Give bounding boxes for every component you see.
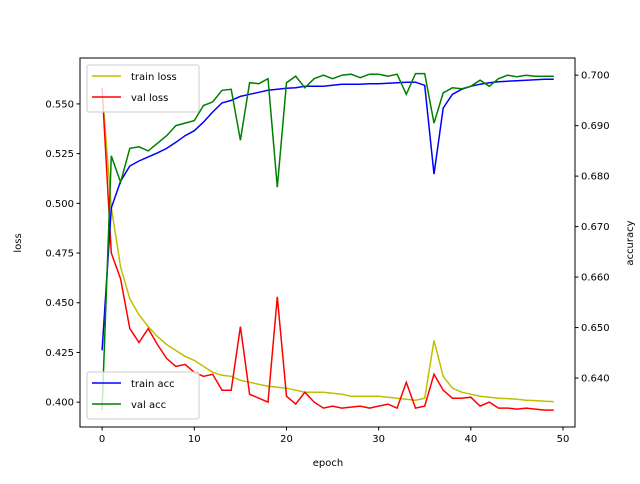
series-lines (101, 72, 554, 411)
series-line-train-loss (101, 89, 554, 403)
y-axis-label: loss (13, 233, 24, 252)
y2-tick-label: 0.650 (581, 323, 610, 334)
y2-axis-ticks: 0.640 0.650 0.660 0.670 0.680 0.690 0.700 (575, 71, 610, 385)
y2-tick-label: 0.640 (581, 374, 610, 385)
plot-frame (79, 57, 576, 428)
y2-tick-label: 0.680 (581, 172, 610, 183)
y2-tick-label: 0.700 (581, 71, 610, 82)
series-line-val-loss (101, 87, 554, 411)
y-tick-label: 0.425 (45, 348, 74, 359)
x-tick-label: 0 (99, 434, 105, 445)
legend-loss: train loss val loss (86, 64, 200, 113)
y-tick-label: 0.500 (45, 199, 74, 210)
y-tick-label: 0.400 (45, 398, 74, 409)
y-tick-label: 0.475 (45, 249, 74, 260)
y-axis-ticks: 0.400 0.425 0.450 0.475 0.500 0.525 0.550 (45, 99, 80, 409)
legend-label: val loss (131, 93, 168, 104)
y-tick-label: 0.525 (45, 149, 74, 160)
y2-tick-label: 0.690 (581, 121, 610, 132)
y2-tick-label: 0.660 (581, 273, 610, 284)
y-tick-label: 0.450 (45, 298, 74, 309)
series-line-val-acc (101, 72, 554, 410)
legend-accuracy: train acc val acc (86, 371, 200, 420)
series-line-train-acc (101, 78, 554, 351)
x-tick-label: 20 (280, 434, 293, 445)
x-axis-ticks: 0 10 20 30 40 50 (99, 427, 569, 445)
x-tick-label: 10 (188, 434, 201, 445)
x-tick-label: 40 (464, 434, 477, 445)
legend-label: train acc (131, 379, 175, 390)
legend-label: train loss (131, 72, 177, 83)
y-tick-label: 0.550 (45, 99, 74, 110)
x-tick-label: 50 (557, 434, 570, 445)
legend-label: val acc (131, 400, 166, 411)
y2-tick-label: 0.670 (581, 222, 610, 233)
x-tick-label: 30 (372, 434, 385, 445)
x-axis-label: epoch (313, 458, 343, 469)
y2-axis-label: accuracy (625, 220, 636, 265)
